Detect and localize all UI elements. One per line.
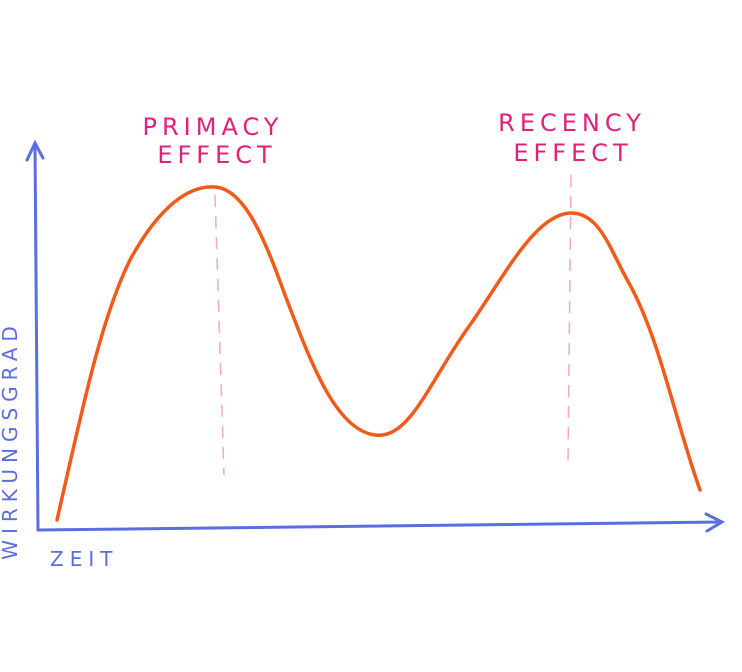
- y-axis: [25, 139, 45, 532]
- recency-guide: [567, 174, 572, 461]
- primacy-guide: [214, 194, 225, 476]
- x-axis-label: ZEIT: [50, 547, 118, 571]
- annotation-line: EFFECT: [513, 139, 632, 167]
- annotation-line: EFFECT: [157, 141, 276, 169]
- x-axis: [36, 512, 726, 533]
- curve: [55, 185, 702, 522]
- annotation-line: RECENCY: [498, 109, 646, 137]
- y-axis-label: WIRKUNGSGRAD: [0, 320, 22, 560]
- annotation-line: PRIMACY: [143, 113, 284, 141]
